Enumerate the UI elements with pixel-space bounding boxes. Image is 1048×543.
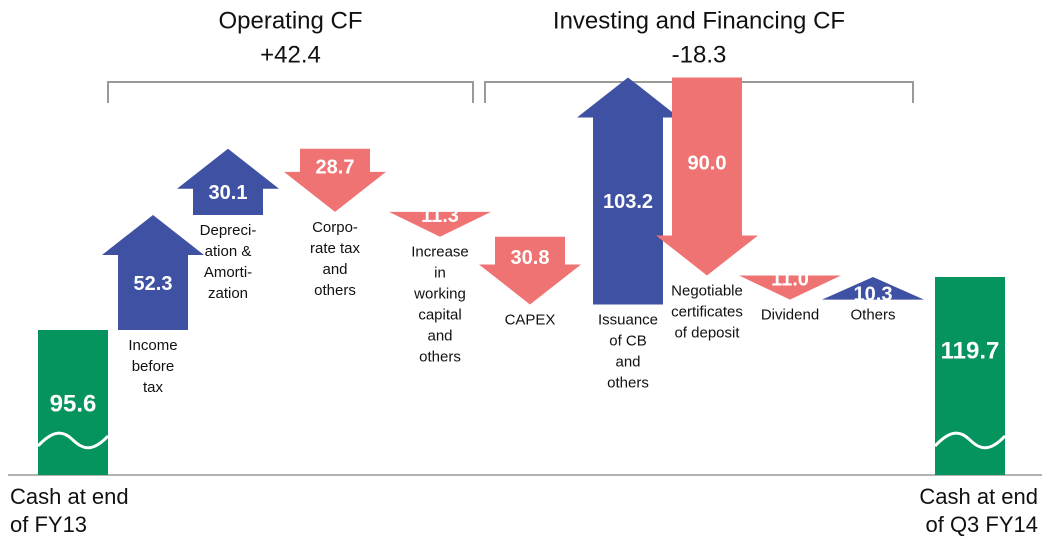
category-label: others (607, 374, 649, 391)
value-label: 11.3 (421, 205, 459, 227)
category-label: capital (418, 307, 461, 324)
category-label: Income (128, 337, 177, 354)
increase-arrow (102, 214, 204, 330)
category-label: ation & (205, 243, 252, 260)
total-bar (38, 330, 108, 475)
category-label: working (413, 286, 466, 303)
value-label: 30.8 (511, 247, 550, 269)
increase-arrow (577, 77, 679, 305)
category-label: Depreci- (200, 222, 257, 239)
value-label: 28.7 (316, 157, 355, 179)
category-label: of FY13 (10, 512, 87, 537)
category-label: others (314, 282, 356, 299)
category-label: Amorti- (204, 264, 252, 281)
category-label: Increase (411, 244, 469, 261)
category-label: zation (208, 285, 248, 302)
category-label: of deposit (674, 324, 740, 341)
category-label: and (322, 261, 347, 278)
value-label: 103.2 (603, 191, 653, 213)
category-label: before (132, 358, 175, 375)
value-label: 10.3 (854, 283, 893, 305)
category-label: others (419, 349, 461, 366)
decrease-arrow (284, 148, 386, 212)
category-label: tax (143, 379, 164, 396)
category-label: Corpo- (312, 219, 358, 236)
value-label: 30.1 (209, 182, 248, 204)
decrease-arrow (389, 211, 491, 237)
axis-break (933, 431, 1007, 450)
value-label: 95.6 (50, 390, 97, 417)
category-label: CAPEX (505, 311, 556, 328)
group-bracket (107, 81, 474, 103)
category-label: Dividend (761, 307, 819, 324)
group-total: -18.3 (672, 41, 727, 68)
group-total: +42.4 (260, 41, 321, 68)
group-title: Operating CF (218, 7, 362, 34)
category-label: Issuance (598, 311, 658, 328)
category-label: Cash at end (10, 484, 129, 509)
value-label: 11.0 (771, 269, 809, 291)
value-label: 90.0 (688, 153, 727, 175)
decrease-arrow (739, 275, 841, 300)
increase-arrow (822, 276, 924, 300)
category-label: rate tax (310, 240, 361, 257)
group-title: Investing and Financing CF (553, 7, 845, 34)
increase-arrow (177, 148, 279, 215)
category-label: Others (850, 307, 895, 324)
decrease-arrow (656, 77, 758, 276)
category-label: and (427, 328, 452, 345)
category-label: Negotiable (671, 282, 743, 299)
category-label: certificates (671, 303, 743, 320)
value-label: 52.3 (134, 273, 173, 295)
value-label: 119.7 (941, 337, 1000, 364)
axis-break (36, 431, 110, 450)
category-label: Cash at end (919, 484, 1038, 509)
category-label: and (615, 353, 640, 370)
category-label: of Q3 FY14 (925, 512, 1038, 537)
category-label: in (434, 265, 446, 282)
category-label: of CB (609, 332, 647, 349)
decrease-arrow (479, 236, 581, 305)
